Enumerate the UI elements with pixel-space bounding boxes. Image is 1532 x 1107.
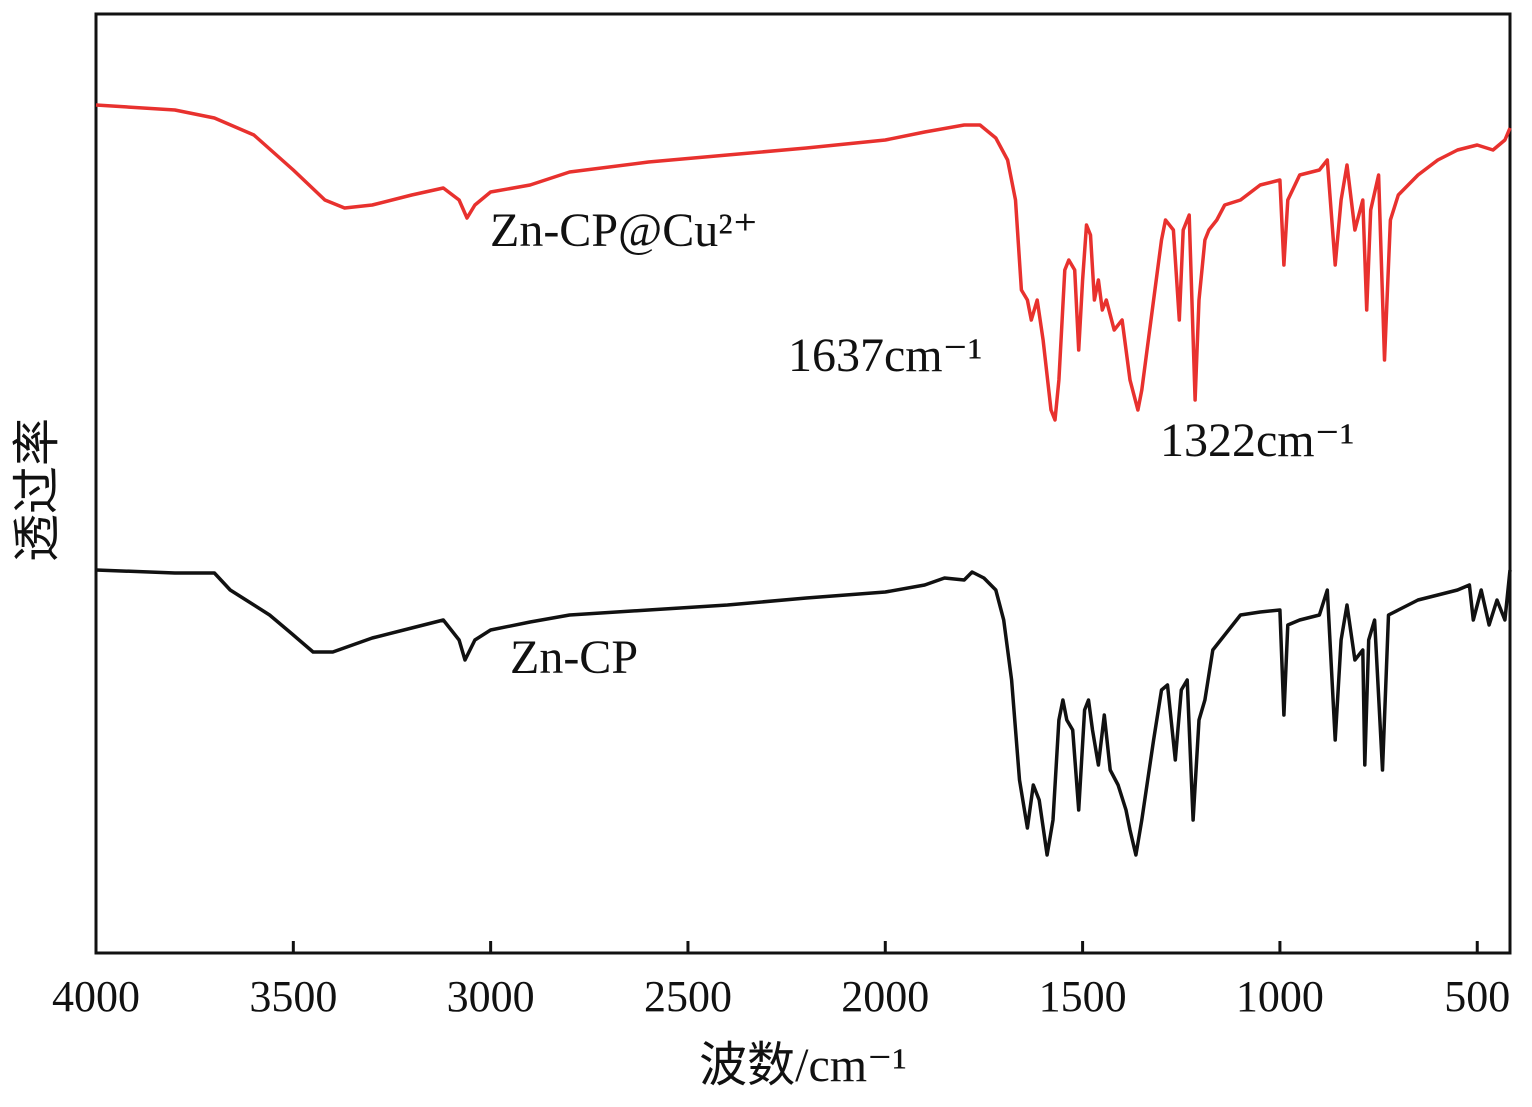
- x-tick-label: 2000: [841, 972, 929, 1021]
- plot-frame: [94, 12, 1512, 955]
- x-axis-label: 波数/cm⁻¹: [699, 1039, 907, 1092]
- x-tick-label: 2500: [644, 972, 732, 1021]
- peak-annotation: 1637cm⁻¹: [788, 329, 982, 382]
- x-tick-label: 500: [1444, 972, 1510, 1021]
- x-tick-label: 1000: [1236, 972, 1324, 1021]
- x-tick-label: 1500: [1039, 972, 1127, 1021]
- spectrum-line: [95, 568, 1512, 857]
- spectrum-line: [95, 103, 1512, 422]
- peak-annotation: 1322cm⁻¹: [1160, 414, 1354, 467]
- x-tick-label: 4000: [52, 972, 140, 1021]
- x-tick-label: 3500: [249, 972, 337, 1021]
- series-label: Zn-CP: [510, 631, 638, 684]
- y-axis-label: 透过率: [11, 418, 64, 562]
- series-label: Zn-CP@Cu²⁺: [490, 204, 758, 257]
- x-tick-label: 3000: [447, 972, 535, 1021]
